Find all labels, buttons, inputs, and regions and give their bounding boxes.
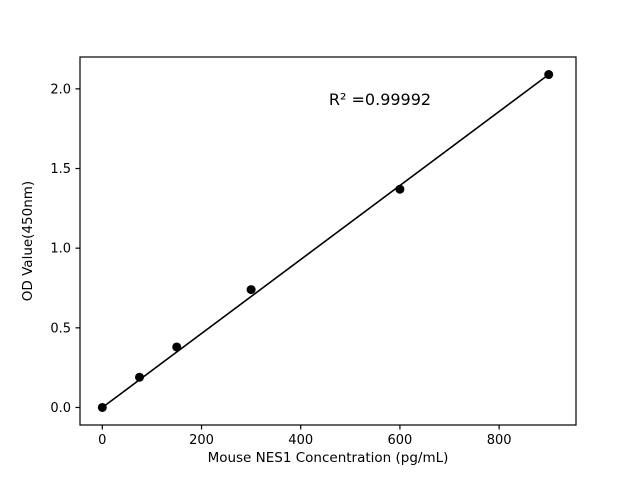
x-tick-label: 0 bbox=[98, 433, 106, 448]
y-tick-label: 1.0 bbox=[50, 242, 71, 257]
data-point bbox=[395, 184, 405, 194]
data-point bbox=[135, 372, 145, 382]
x-tick-label: 200 bbox=[189, 433, 214, 448]
x-tick-label: 400 bbox=[288, 433, 313, 448]
x-tick-label: 800 bbox=[487, 433, 512, 448]
y-tick-label: 2.0 bbox=[50, 82, 71, 97]
plot-border bbox=[79, 56, 577, 426]
fit-line bbox=[101, 73, 550, 409]
y-axis-label: OD Value(450nm) bbox=[20, 181, 36, 301]
y-tick-label: 0.0 bbox=[50, 401, 71, 416]
data-point bbox=[172, 342, 182, 352]
data-point bbox=[246, 285, 256, 295]
data-point bbox=[544, 70, 554, 80]
y-tick-label: 1.5 bbox=[50, 162, 71, 177]
x-tick-label: 600 bbox=[388, 433, 413, 448]
y-tick-label: 0.5 bbox=[50, 321, 71, 336]
data-point bbox=[97, 402, 107, 412]
x-axis-label: Mouse NES1 Concentration (pg/mL) bbox=[208, 450, 449, 466]
r-squared-annotation: R² =0.99992 bbox=[329, 90, 431, 109]
